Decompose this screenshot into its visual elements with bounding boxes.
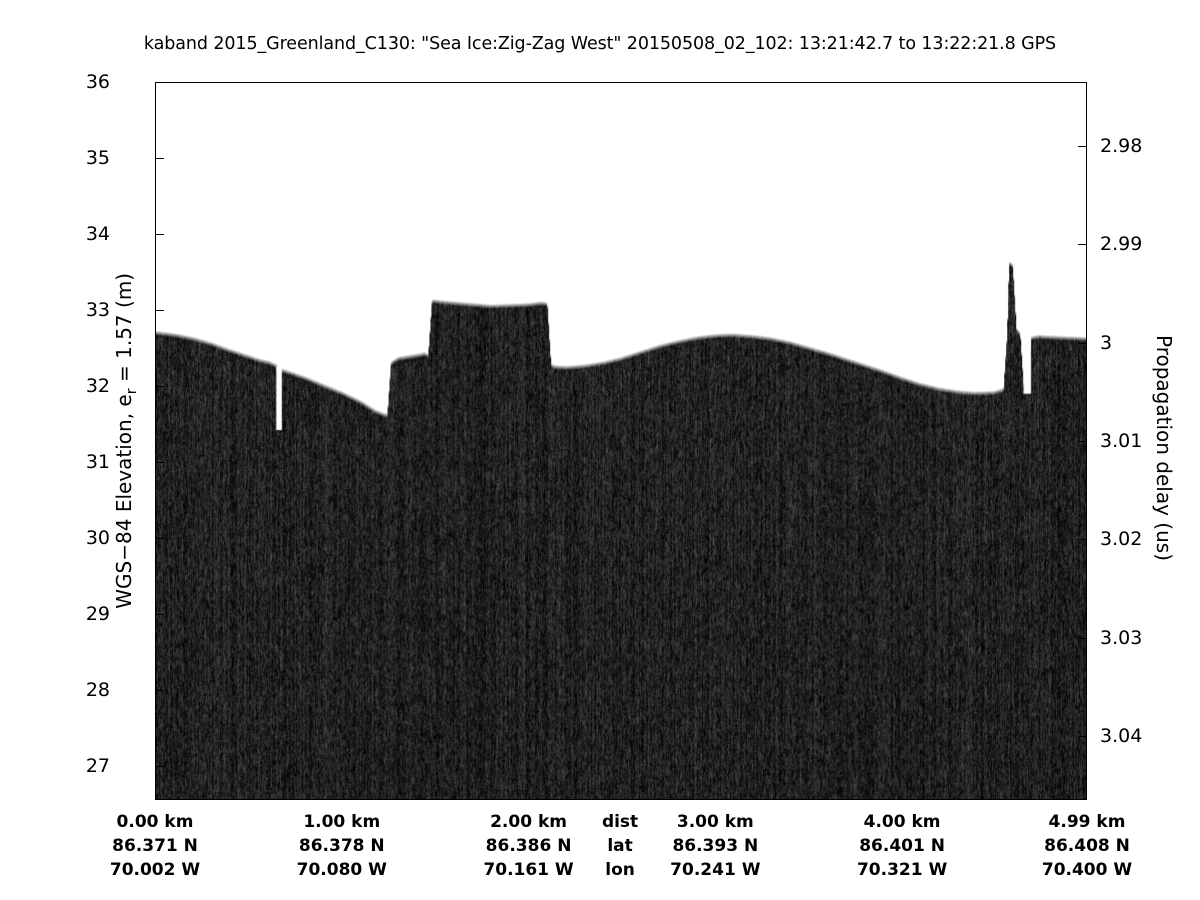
bottom-axis-dist-value: 4.00 km — [863, 812, 941, 832]
left-axis-tick-label: 30 — [85, 526, 110, 549]
right-axis-tick-label: 3.03 — [1100, 626, 1143, 649]
bottom-axis-lon-value: 70.400 W — [1041, 860, 1133, 880]
right-axis-tick-label: 3 — [1100, 331, 1113, 354]
left-axis-title-suffix: = 1.57 (m) — [112, 272, 137, 389]
left-axis-tick-mark — [155, 537, 164, 539]
right-axis-tick-label: 3.01 — [1100, 430, 1143, 452]
radar-echogram-canvas — [156, 83, 1086, 799]
bottom-axis-row-label: lat — [607, 836, 633, 856]
left-axis-title-prefix: WGS−84 Elevation, e — [112, 394, 137, 609]
bottom-axis-dist-value: 2.00 km — [490, 812, 567, 832]
left-axis-tick-mark — [155, 82, 164, 83]
bottom-axis-lat-value: 86.393 N — [672, 836, 759, 856]
bottom-axis-dist-value: 3.00 km — [676, 812, 754, 832]
right-axis-tick-mark — [1078, 145, 1087, 147]
left-axis-tick-label: 28 — [85, 678, 110, 701]
bottom-axis-lon-value: 70.241 W — [670, 860, 761, 880]
bottom-axis-lat-value: 86.401 N — [859, 836, 945, 856]
right-axis-title-wrap: Propagation delay (us) — [1150, 150, 1178, 750]
right-axis-tick-mark — [1078, 441, 1087, 442]
left-axis-tick-label: 31 — [85, 450, 110, 473]
left-axis-tick-label: 27 — [85, 754, 110, 777]
left-axis-tick-mark — [155, 613, 164, 615]
left-axis-tick-mark — [155, 461, 164, 463]
bottom-axis-lat-value: 86.408 N — [1044, 836, 1130, 856]
left-axis-tick-label: 34 — [85, 222, 110, 245]
bottom-axis-lat-value: 86.378 N — [298, 836, 385, 856]
left-axis-title: WGS−84 Elevation, er = 1.57 (m) — [112, 131, 140, 751]
bottom-axis-dist-value: 0.00 km — [116, 812, 194, 832]
bottom-axis-column: 3.00 km 86.393 N 70.241 W — [640, 810, 790, 882]
bottom-axis-lon-value: 70.080 W — [296, 860, 387, 880]
figure-title: kaband 2015_Greenland_C130: "Sea Ice:Zig… — [143, 34, 1057, 54]
right-axis-tick-mark — [1078, 342, 1087, 344]
bottom-axis-column: 1.00 km 86.378 N 70.080 W — [267, 810, 417, 882]
right-axis-tick-mark — [1078, 637, 1087, 639]
bottom-axis-column: 4.00 km 86.401 N 70.321 W — [827, 810, 977, 882]
bottom-axis-lat-value: 86.386 N — [485, 836, 572, 856]
right-axis-title: Propagation delay (us) — [1152, 334, 1176, 561]
right-axis-tick-mark — [1078, 539, 1087, 541]
plot-area — [155, 82, 1087, 800]
left-axis-title-subscript: r — [123, 388, 140, 395]
bottom-axis-column: 4.99 km 86.408 N 70.400 W — [1012, 810, 1162, 882]
left-axis-tick-mark — [155, 689, 164, 691]
left-axis-tick-label: 33 — [85, 298, 110, 321]
right-axis-tick-label: 3.02 — [1100, 528, 1143, 551]
left-axis-tick-label: 36 — [85, 71, 110, 93]
bottom-axis-lon-value: 70.161 W — [483, 860, 574, 880]
bottom-axis-dist-value: 4.99 km — [1048, 812, 1126, 832]
left-axis-tick-mark — [155, 309, 164, 311]
bottom-axis-column: 2.00 km 86.386 N 70.161 W — [454, 810, 604, 882]
left-axis-tick-mark — [155, 385, 164, 387]
right-axis-tick-label: 2.98 — [1100, 134, 1143, 157]
right-axis-tick-mark — [1078, 244, 1087, 246]
left-axis-tick-label: 35 — [85, 146, 110, 169]
bottom-axis-lon-value: 70.002 W — [109, 860, 201, 880]
right-axis-tick-mark — [1078, 736, 1087, 738]
bottom-axis-lon-value: 70.321 W — [856, 860, 948, 880]
bottom-axis-row-label: dist — [601, 812, 639, 832]
left-axis-tick-mark — [155, 157, 164, 159]
bottom-axis-row-labels: dist lat lon — [575, 810, 665, 882]
bottom-axis-column: 0.00 km 86.371 N 70.002 W — [80, 810, 230, 882]
right-axis-tick-label: 2.99 — [1100, 233, 1143, 256]
left-axis-tick-mark — [155, 233, 164, 235]
left-axis-tick-mark — [155, 765, 164, 767]
bottom-axis-dist-value: 1.00 km — [303, 812, 381, 832]
left-axis-tick-label: 32 — [85, 374, 110, 397]
bottom-axis-row-label: lon — [605, 860, 635, 880]
left-axis-tick-label: 29 — [85, 602, 110, 625]
left-axis-title-wrap: WGS−84 Elevation, er = 1.57 (m) — [78, 82, 140, 800]
right-axis-tick-label: 3.04 — [1100, 725, 1143, 748]
bottom-axis-lat-value: 86.371 N — [112, 836, 198, 856]
